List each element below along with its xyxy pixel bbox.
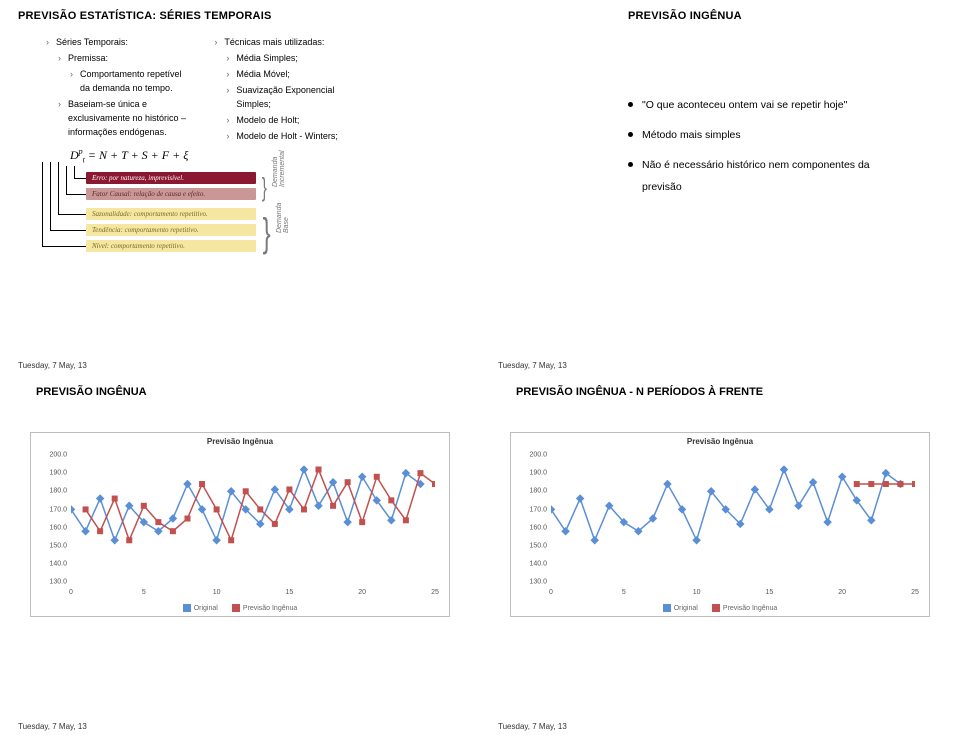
q2-bullets: "O que aconteceu ontem vai se repetir ho… (498, 36, 942, 198)
x-tick: 15 (765, 589, 773, 596)
txt: informações endógenas. (68, 127, 167, 137)
y-tick: 140.0 (37, 561, 67, 568)
y-tick: 190.0 (37, 470, 67, 477)
legend-swatch-blue (183, 604, 191, 612)
y-tick: 180.0 (517, 488, 547, 495)
formula: Dpt = N + T + S + F + ξ (70, 146, 188, 167)
q1-right-list: Técnicas mais utilizadas: Média Simples;… (214, 36, 338, 166)
y-tick: 180.0 (37, 488, 67, 495)
chart-legend: Original Previsão Ingênua (511, 604, 929, 612)
legend-label: Previsão Ingênua (243, 605, 297, 612)
f-rhs: N + T + S + F + ξ (99, 148, 188, 162)
x-tick: 15 (285, 589, 293, 596)
q1-left-list: Séries Temporais: Premissa: Comportament… (46, 36, 188, 166)
li: Séries Temporais: (46, 36, 188, 50)
li: Média Simples; (226, 52, 338, 66)
legend-swatch-blue (663, 604, 671, 612)
y-tick: 200.0 (37, 452, 67, 459)
legend-label: Original (674, 605, 698, 612)
q3-title: PREVISÃO INGÊNUA (18, 386, 462, 398)
decomposition-diagram: Erro: por natureza, imprevisível. Fator … (30, 172, 462, 256)
txt: da demanda no tempo. (80, 83, 173, 93)
x-tick: 10 (693, 589, 701, 596)
y-tick: 170.0 (37, 506, 67, 513)
brace-icon: } (262, 180, 267, 196)
q1-title: PREVISÃO ESTATÍSTICA: SÉRIES TEMPORAIS (18, 10, 462, 22)
y-tick: 170.0 (517, 506, 547, 513)
x-tick: 25 (431, 589, 439, 596)
slide-date: Tuesday, 7 May, 13 (18, 722, 87, 731)
box-tend: Tendência: comportamento repetitivo. (86, 224, 256, 236)
y-tick: 130.0 (517, 579, 547, 586)
chart-legend: Original Previsão Ingênua (31, 604, 449, 612)
quadrant-bottom-left: PREVISÃO INGÊNUA Previsão Ingênua 130.01… (0, 376, 480, 737)
x-tick: 20 (838, 589, 846, 596)
slide-date: Tuesday, 7 May, 13 (18, 361, 87, 370)
y-tick: 140.0 (517, 561, 547, 568)
box-saz: Sazonalidade: comportamento repetitivo. (86, 208, 256, 220)
chart-title: Previsão Ingênua (31, 437, 449, 446)
x-tick: 5 (622, 589, 626, 596)
li: Técnicas mais utilizadas: (214, 36, 338, 50)
y-tick: 130.0 (37, 579, 67, 586)
x-tick: 20 (358, 589, 366, 596)
chart-q3: Previsão Ingênua 130.0140.0150.0160.0170… (30, 432, 450, 617)
brace-icon: } (263, 221, 271, 245)
plot-area: 130.0140.0150.0160.0170.0180.0190.0200.0… (551, 455, 915, 582)
legend-swatch-red (232, 604, 240, 612)
box-fc: Fator Causal: relação de causa e efeito. (86, 188, 256, 200)
box-niv: Nível: comportamento repetitivo. (86, 240, 256, 252)
li: Comportamento repetível da demanda no te… (70, 68, 188, 96)
chart-svg (551, 455, 915, 582)
x-tick: 25 (911, 589, 919, 596)
txt: Comportamento repetível (80, 69, 182, 79)
quadrant-top-right: PREVISÃO INGÊNUA "O que aconteceu ontem … (480, 0, 960, 376)
q2-title: PREVISÃO INGÊNUA (498, 10, 942, 22)
li: Modelo de Holt; (226, 114, 338, 128)
slide-date: Tuesday, 7 May, 13 (498, 722, 567, 731)
chart-svg (71, 455, 435, 582)
x-tick: 10 (213, 589, 221, 596)
f-eq: = (85, 148, 99, 162)
quadrant-top-left: PREVISÃO ESTATÍSTICA: SÉRIES TEMPORAIS S… (0, 0, 480, 376)
brace-label-bot: Demanda Base (276, 203, 290, 233)
legend-swatch-red (712, 604, 720, 612)
txt: Suavização Exponencial (236, 85, 334, 95)
plot-area: 130.0140.0150.0160.0170.0180.0190.0200.0… (71, 455, 435, 582)
chart-q4: Previsão Ingênua 130.0140.0150.0160.0170… (510, 432, 930, 617)
y-tick: 150.0 (517, 542, 547, 549)
x-tick: 0 (69, 589, 73, 596)
y-tick: 160.0 (517, 524, 547, 531)
bullet-cont: previsão (628, 178, 942, 198)
slide-date: Tuesday, 7 May, 13 (498, 361, 567, 370)
legend-label: Original (194, 605, 218, 612)
li: Modelo de Holt - Winters; (226, 130, 338, 144)
brace-label-top: Demanda Incremental (272, 151, 286, 188)
box-erro: Erro: por natureza, imprevisível. (86, 172, 256, 184)
bullet: "O que aconteceu ontem vai se repetir ho… (628, 96, 942, 116)
bullet: Método mais simples (628, 126, 942, 146)
li: Suavização Exponencial Simples; (226, 84, 338, 112)
y-tick: 190.0 (517, 470, 547, 477)
chart-title: Previsão Ingênua (511, 437, 929, 446)
txt: Baseiam-se única e (68, 99, 147, 109)
li: Média Móvel; (226, 68, 338, 82)
x-tick: 0 (549, 589, 553, 596)
txt: exclusivamente no histórico – (68, 113, 186, 123)
txt: Simples; (236, 99, 271, 109)
x-tick: 5 (142, 589, 146, 596)
q4-title: PREVISÃO INGÊNUA - N PERÍODOS À FRENTE (498, 386, 942, 398)
quadrant-bottom-right: PREVISÃO INGÊNUA - N PERÍODOS À FRENTE P… (480, 376, 960, 737)
y-tick: 150.0 (37, 542, 67, 549)
f-D: D (70, 148, 79, 162)
legend-label: Previsão Ingênua (723, 605, 777, 612)
y-tick: 200.0 (517, 452, 547, 459)
y-tick: 160.0 (37, 524, 67, 531)
li: Baseiam-se única e exclusivamente no his… (58, 98, 188, 140)
li: Premissa: (58, 52, 188, 66)
bullet: Não é necessário histórico nem component… (628, 156, 942, 176)
